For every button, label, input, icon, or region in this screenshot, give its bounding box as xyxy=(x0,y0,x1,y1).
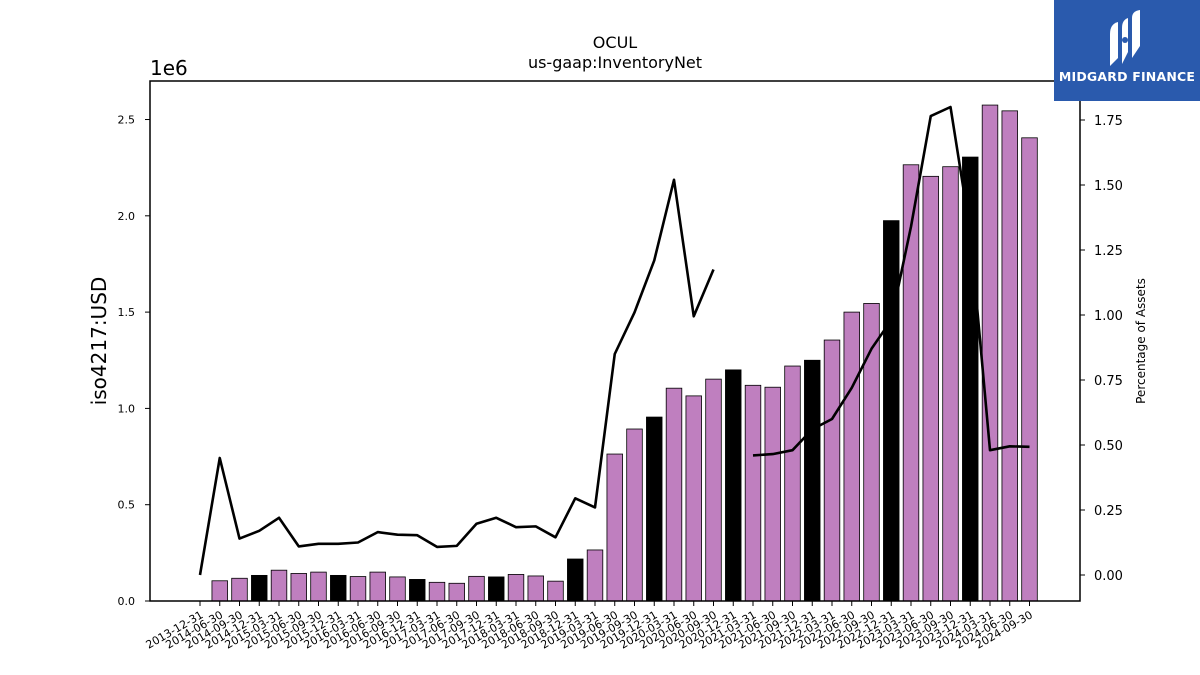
bar-2022-03-31 xyxy=(823,339,841,602)
bar-2017-06-30 xyxy=(448,582,465,602)
y2-tick-label: 1.25 xyxy=(1094,244,1123,259)
bar-series xyxy=(211,104,1038,602)
y-tick-label: 1.5 xyxy=(118,306,136,319)
y2-tick-label: 0.25 xyxy=(1094,504,1123,519)
y-axis-label: iso4217:USD xyxy=(87,277,111,406)
y-tick-label: 1.0 xyxy=(118,402,136,415)
bar-2022-06-30 xyxy=(843,311,860,602)
bar-2014-12-31 xyxy=(251,574,268,602)
bar-2024-03-31 xyxy=(981,104,999,602)
chart-subtitle: us-gaap:InventoryNet xyxy=(528,53,702,72)
bar-2017-03-31 xyxy=(428,581,446,602)
y2-tick-label: 0.50 xyxy=(1094,439,1123,454)
bar-2018-12-31 xyxy=(567,558,584,602)
bar-2020-12-31 xyxy=(725,369,742,602)
bar-2023-09-30 xyxy=(942,166,959,602)
percent-line-series xyxy=(198,105,1030,576)
y-axis-left: 0.0 0.5 1.0 1.5 2.0 2.5 xyxy=(118,114,150,608)
bar-2018-03-31 xyxy=(507,574,525,602)
y-tick-label: 0.5 xyxy=(118,499,136,512)
bar-2021-06-30 xyxy=(764,386,781,602)
bar-2024-09-30 xyxy=(1021,137,1038,602)
bar-2015-03-31 xyxy=(270,569,288,602)
percent-line-segment-0 xyxy=(198,178,715,576)
bar-2020-03-31 xyxy=(665,387,683,602)
y2-tick-label: 0.75 xyxy=(1094,374,1123,389)
y-offset-label: 1e6 xyxy=(150,56,188,80)
midgard-logo-icon xyxy=(1110,10,1140,66)
y2-tick-label: 0.00 xyxy=(1094,569,1123,584)
y2-axis-label: Percentage of Assets xyxy=(1134,278,1148,404)
bar-2019-09-30 xyxy=(626,428,643,602)
bar-2014-06-30 xyxy=(211,580,228,602)
brand-logo: MIDGARD FINANCE xyxy=(1054,0,1200,101)
x-axis: 2013-12-312014-06-302014-09-302014-12-31… xyxy=(144,601,1035,652)
bar-2021-12-31 xyxy=(804,359,821,602)
bar-2017-12-31 xyxy=(488,576,505,602)
bar-2015-09-30 xyxy=(310,571,327,602)
y-tick-label: 2.5 xyxy=(118,114,136,127)
y-tick-label: 0.0 xyxy=(118,595,136,608)
bar-2023-06-30 xyxy=(922,175,939,602)
y-tick-label: 2.0 xyxy=(118,210,136,223)
bar-2015-12-31 xyxy=(330,574,347,602)
bar-2016-12-31 xyxy=(409,579,426,602)
logo-text: MIDGARD FINANCE xyxy=(1058,69,1196,84)
bar-2019-12-31 xyxy=(646,416,663,602)
y2-tick-label: 1.75 xyxy=(1094,114,1123,129)
bar-2014-09-30 xyxy=(231,577,248,602)
bar-2019-03-31 xyxy=(586,549,604,602)
bar-2017-09-30 xyxy=(468,575,485,602)
bar-2018-06-30 xyxy=(527,575,544,602)
bar-2018-09-30 xyxy=(547,580,564,602)
y-axis-right: 0.00 0.25 0.50 0.75 1.00 1.25 1.50 1.75 xyxy=(1080,114,1123,584)
bar-2024-06-30 xyxy=(1001,110,1018,602)
y2-tick-label: 1.00 xyxy=(1094,309,1123,324)
bar-2022-12-31 xyxy=(883,220,900,602)
bar-2021-03-31 xyxy=(744,384,762,602)
bar-2015-06-30 xyxy=(290,573,307,602)
chart-title: OCUL xyxy=(593,33,637,52)
bar-2021-09-30 xyxy=(784,365,801,602)
bar-2019-06-30 xyxy=(606,453,623,602)
y2-tick-label: 1.50 xyxy=(1094,179,1123,194)
bar-2020-06-30 xyxy=(685,395,702,602)
percent-line-segment-1 xyxy=(752,105,1030,457)
bar-2020-09-30 xyxy=(705,378,722,602)
bar-2016-06-30 xyxy=(369,571,386,602)
bar-2016-09-30 xyxy=(389,576,406,602)
bar-2016-03-31 xyxy=(349,576,367,602)
